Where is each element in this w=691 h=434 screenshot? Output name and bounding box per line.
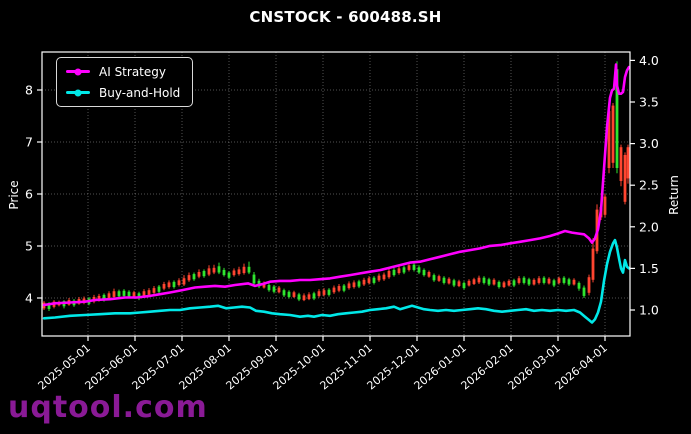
svg-text:2026-04-01: 2026-04-01 bbox=[553, 341, 610, 392]
buy-and-hold-line-icon bbox=[66, 89, 90, 96]
svg-text:6: 6 bbox=[25, 187, 33, 202]
return-axis-label: Return bbox=[667, 175, 681, 215]
svg-text:4: 4 bbox=[25, 291, 33, 306]
svg-text:5: 5 bbox=[25, 239, 33, 254]
watermark: uqtool.com bbox=[8, 390, 208, 425]
ai-strategy-line-icon bbox=[66, 68, 90, 75]
legend-item-ai-strategy: AI Strategy bbox=[66, 63, 180, 80]
svg-text:4.0: 4.0 bbox=[639, 53, 659, 68]
svg-text:3.0: 3.0 bbox=[639, 136, 659, 151]
svg-text:3.5: 3.5 bbox=[639, 95, 659, 110]
legend-label-ai-strategy: AI Strategy bbox=[99, 64, 166, 79]
svg-text:1.0: 1.0 bbox=[639, 303, 659, 318]
chart-title: CNSTOCK - 600488.SH bbox=[249, 8, 442, 26]
legend-item-buy-and-hold: Buy-and-Hold bbox=[66, 84, 180, 101]
svg-text:1.5: 1.5 bbox=[639, 261, 659, 276]
legend: AI Strategy Buy-and-Hold bbox=[56, 57, 194, 107]
svg-text:2.5: 2.5 bbox=[639, 178, 659, 193]
svg-text:8: 8 bbox=[25, 83, 33, 98]
svg-text:7: 7 bbox=[25, 135, 33, 150]
legend-label-buy-and-hold: Buy-and-Hold bbox=[99, 85, 181, 100]
svg-text:2.0: 2.0 bbox=[639, 219, 659, 234]
price-axis-label: Price bbox=[7, 180, 21, 210]
